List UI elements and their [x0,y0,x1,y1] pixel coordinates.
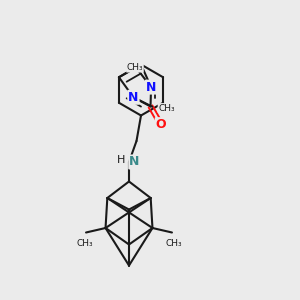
Text: CH₃: CH₃ [127,63,143,72]
Text: N: N [129,155,140,169]
Text: H: H [116,154,125,165]
Text: CH₃: CH₃ [158,103,175,112]
Text: N: N [128,91,139,104]
Text: N: N [146,81,156,94]
Text: CH₃: CH₃ [76,239,93,248]
Text: CH₃: CH₃ [165,239,182,248]
Text: O: O [156,118,166,131]
